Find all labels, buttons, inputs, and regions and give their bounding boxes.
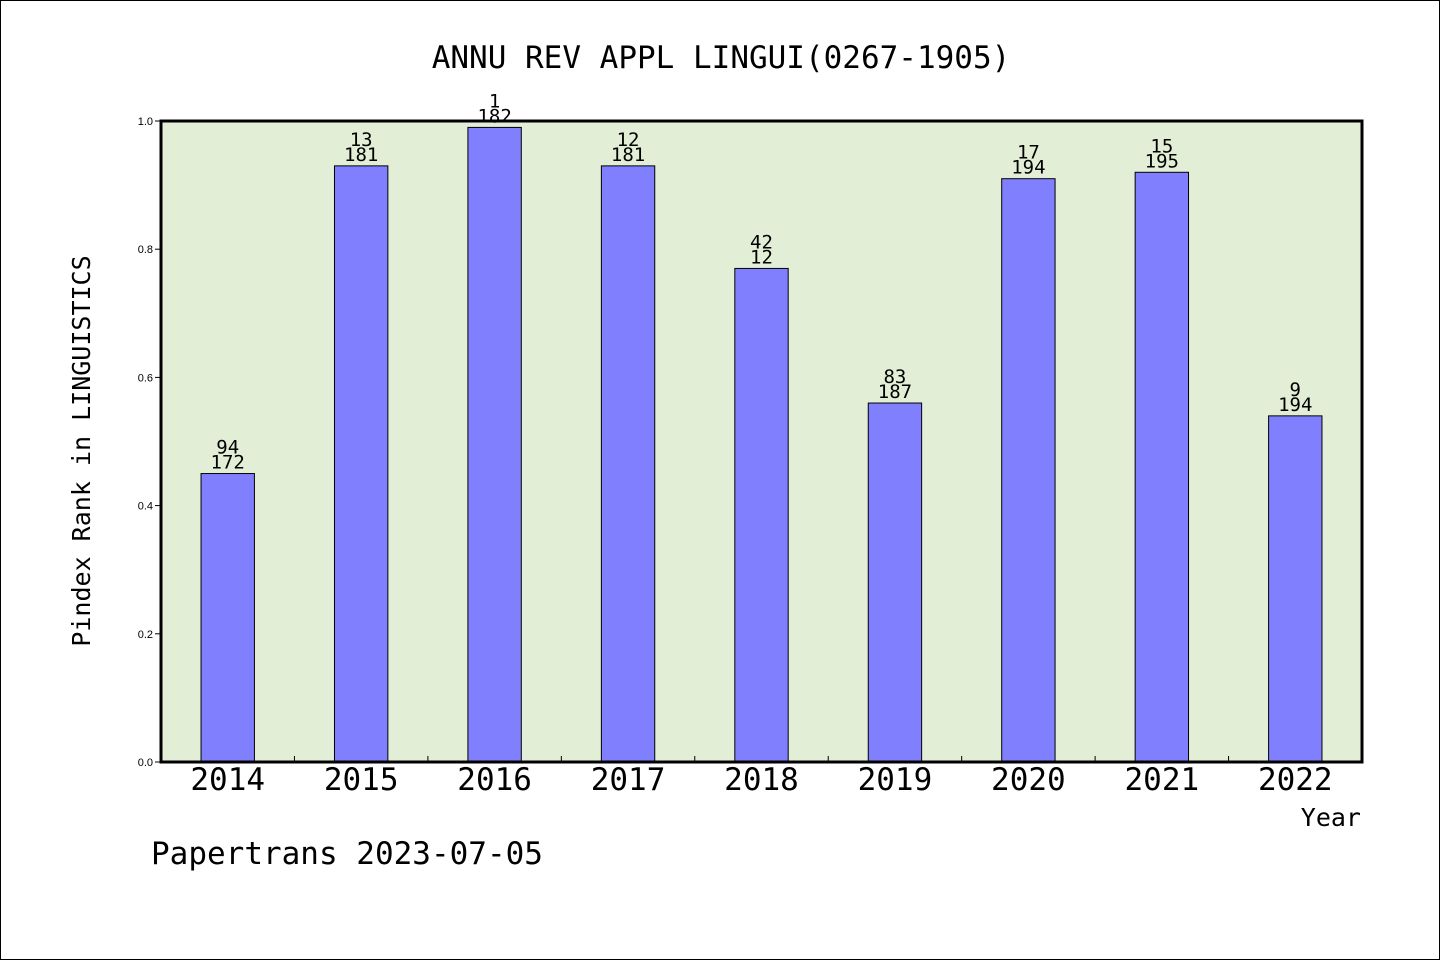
bar-2018 [734, 267, 789, 763]
bar-2020 [1001, 178, 1056, 763]
bar-series [200, 126, 1323, 763]
x-axis-label: Year [1301, 803, 1361, 832]
chart-title: ANNU REV APPL LINGUI(0267-1905) [432, 40, 1011, 76]
bar-total-label: 181 [344, 144, 378, 166]
bar-total-label: 195 [1145, 150, 1179, 172]
bar-rank-label: 42 [750, 231, 773, 253]
y-axis-ticks: 0.0 0.2 0.4 0.6 0.8 1.0 [138, 116, 161, 769]
y-tick-label: 0.4 [138, 501, 153, 513]
y-tick-label: 0.2 [138, 629, 153, 641]
plot-border [159, 119, 1364, 764]
bar-rank-label: 13 [350, 129, 373, 151]
bar-rank-label: 1 [489, 90, 500, 112]
bar-total-label: 194 [1011, 157, 1045, 179]
y-tick-label: 1.0 [138, 116, 153, 128]
bar-total-label: 172 [211, 452, 245, 474]
bar-rank-label: 83 [883, 366, 906, 388]
bar-2022 [1268, 415, 1323, 763]
x-tick-label: 2022 [1258, 762, 1333, 798]
x-axis-ticks: 2014 2015 2016 2017 2018 2019 2020 2021 2022 [190, 756, 1333, 798]
footer-date-stamp: Papertrans 2023-07-05 [151, 836, 543, 872]
x-tick-label: 2018 [724, 762, 799, 798]
bar-2015 [333, 165, 389, 763]
bar-rank-label: 94 [216, 437, 239, 459]
y-tick-label: 0.6 [138, 372, 153, 384]
x-tick-label: 2019 [858, 762, 933, 798]
bar-2016 [467, 126, 522, 763]
bar-rank-label: 15 [1150, 135, 1173, 157]
bar-2014 [200, 473, 255, 763]
bar-2019 [867, 402, 923, 763]
y-axis-label: Pindex Rank in LINGUISTICS [67, 255, 96, 646]
x-tick-label: 2017 [591, 762, 666, 798]
bar-total-label: 194 [1278, 394, 1312, 416]
bar-total-label: 187 [878, 381, 912, 403]
bar-rank-label: 12 [617, 129, 640, 151]
bar-rank-label: 9 [1290, 379, 1301, 401]
bar-total-label: 182 [477, 105, 511, 127]
x-tick-label: 2016 [457, 762, 532, 798]
bar-total-label: 12 [750, 246, 773, 268]
x-tick-label: 2014 [190, 762, 265, 798]
bar-total-label: 181 [611, 144, 645, 166]
bar-rank-label: 17 [1017, 142, 1040, 164]
x-tick-label: 2021 [1125, 762, 1200, 798]
bar-2017 [600, 165, 656, 763]
x-tick-label: 2015 [324, 762, 399, 798]
bar-2021 [1134, 171, 1190, 763]
y-tick-label: 0.8 [138, 244, 153, 256]
x-tick-label: 2020 [991, 762, 1066, 798]
y-tick-label: 0.0 [138, 757, 153, 769]
